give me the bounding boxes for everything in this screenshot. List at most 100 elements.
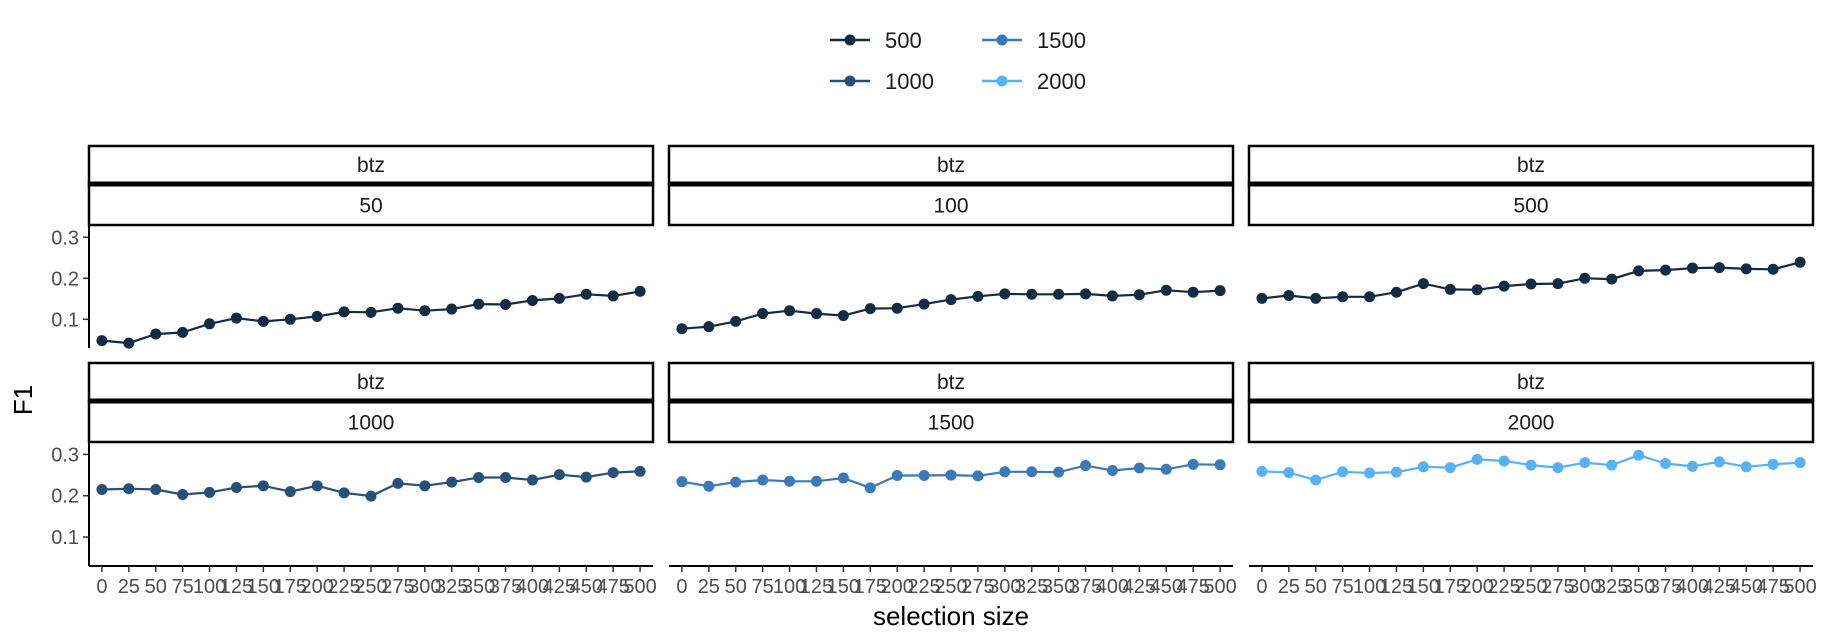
- data-point: [730, 315, 742, 327]
- data-point: [1160, 284, 1172, 296]
- data-point: [311, 310, 323, 322]
- legend-label: 500: [885, 28, 922, 53]
- legend: 500 1000 1500 2000: [830, 28, 1086, 94]
- data-point: [1471, 284, 1483, 296]
- x-tick-label: 150: [827, 576, 860, 598]
- facet-panel: btz 500: [1247, 144, 1815, 304]
- x-tick-label: 175: [274, 576, 307, 598]
- facet-strip-bottom: [667, 399, 1235, 444]
- data-point: [230, 481, 242, 493]
- facet-strip-label-bottom: 1000: [348, 412, 395, 435]
- y-tick-label: 0.2: [51, 268, 79, 290]
- data-point: [757, 474, 769, 486]
- data-point: [1364, 291, 1376, 303]
- facet-strip-bottom: [1247, 182, 1815, 227]
- data-point: [177, 488, 189, 500]
- data-point: [634, 285, 646, 297]
- data-point: [1767, 263, 1779, 275]
- x-tick-label: 275: [381, 576, 414, 598]
- x-tick-label: 475: [1756, 576, 1789, 598]
- data-point: [1187, 286, 1199, 298]
- data-point: [1337, 466, 1349, 478]
- x-tick-label: 425: [543, 576, 576, 598]
- x-tick-label: 175: [854, 576, 887, 598]
- facet-strip-label-top: btz: [937, 371, 965, 394]
- x-tick-label: 250: [1514, 576, 1547, 598]
- data-point: [1053, 466, 1065, 478]
- data-point: [1026, 466, 1038, 478]
- data-point: [500, 299, 512, 311]
- data-point: [1525, 459, 1537, 471]
- data-point: [730, 476, 742, 488]
- x-tick-label: 300: [408, 576, 441, 598]
- facet-strip-label-top: btz: [1517, 371, 1545, 394]
- x-tick-label: 375: [1649, 576, 1682, 598]
- x-tick-label: 375: [1069, 576, 1102, 598]
- facet-strip-label-bottom: 100: [933, 195, 968, 218]
- data-point: [837, 310, 849, 322]
- data-point: [338, 487, 350, 499]
- facet-strip-label-bottom: 1500: [928, 412, 975, 435]
- facet-strip-top: [87, 144, 655, 186]
- legend-label: 1000: [885, 69, 934, 94]
- data-point: [784, 305, 796, 317]
- x-tick-label: 0: [96, 576, 107, 598]
- facet-strip-top: [1247, 361, 1815, 403]
- data-point: [150, 484, 162, 496]
- data-point: [1606, 459, 1618, 471]
- data-point: [1053, 288, 1065, 300]
- data-point: [419, 480, 431, 492]
- y-tick-label: 0.1: [51, 527, 79, 549]
- data-point: [918, 298, 930, 310]
- x-tick-label: 275: [1541, 576, 1574, 598]
- data-point: [676, 323, 688, 335]
- data-point: [1133, 289, 1145, 301]
- data-point: [473, 472, 485, 484]
- legend-key-point: [996, 34, 1008, 46]
- data-point: [1579, 457, 1591, 469]
- data-point: [123, 483, 135, 495]
- data-point: [419, 305, 431, 317]
- data-point: [1310, 474, 1322, 486]
- x-tick-label: 250: [354, 576, 387, 598]
- data-point: [703, 321, 715, 333]
- data-point: [1337, 291, 1349, 303]
- data-point: [1390, 286, 1402, 298]
- x-tick-label: 50: [725, 576, 747, 598]
- data-point: [1256, 465, 1268, 477]
- x-tick-label: 250: [934, 576, 967, 598]
- data-point: [338, 306, 350, 318]
- x-tick-label: 50: [145, 576, 167, 598]
- data-point: [1106, 290, 1118, 302]
- data-point: [1740, 461, 1752, 473]
- data-point: [580, 471, 592, 483]
- data-point: [1364, 467, 1376, 479]
- data-point: [757, 308, 769, 320]
- data-point: [1686, 460, 1698, 472]
- x-tick-label: 125: [1380, 576, 1413, 598]
- y-tick-label: 0.1: [51, 309, 79, 331]
- x-tick-label: 225: [1487, 576, 1520, 598]
- data-point: [810, 308, 822, 320]
- y-axis-title: F1: [8, 385, 38, 415]
- data-point: [607, 467, 619, 479]
- data-point: [1713, 262, 1725, 274]
- data-point: [891, 469, 903, 481]
- x-tick-label: 25: [118, 576, 140, 598]
- facet-strip-bottom: [87, 182, 655, 227]
- x-tick-label: 125: [220, 576, 253, 598]
- data-point: [150, 328, 162, 340]
- facet-strip-label-top: btz: [1517, 154, 1545, 177]
- data-point: [1579, 272, 1591, 284]
- x-tick-label: 500: [1783, 576, 1816, 598]
- facet-strip-label-bottom: 50: [359, 195, 382, 218]
- data-point: [526, 294, 538, 306]
- x-tick-label: 100: [193, 576, 226, 598]
- facet-strip-top: [667, 361, 1235, 403]
- data-point: [230, 312, 242, 324]
- data-point: [945, 469, 957, 481]
- x-tick-label: 200: [880, 576, 913, 598]
- data-point: [1498, 455, 1510, 467]
- data-point: [864, 303, 876, 315]
- data-point: [972, 470, 984, 482]
